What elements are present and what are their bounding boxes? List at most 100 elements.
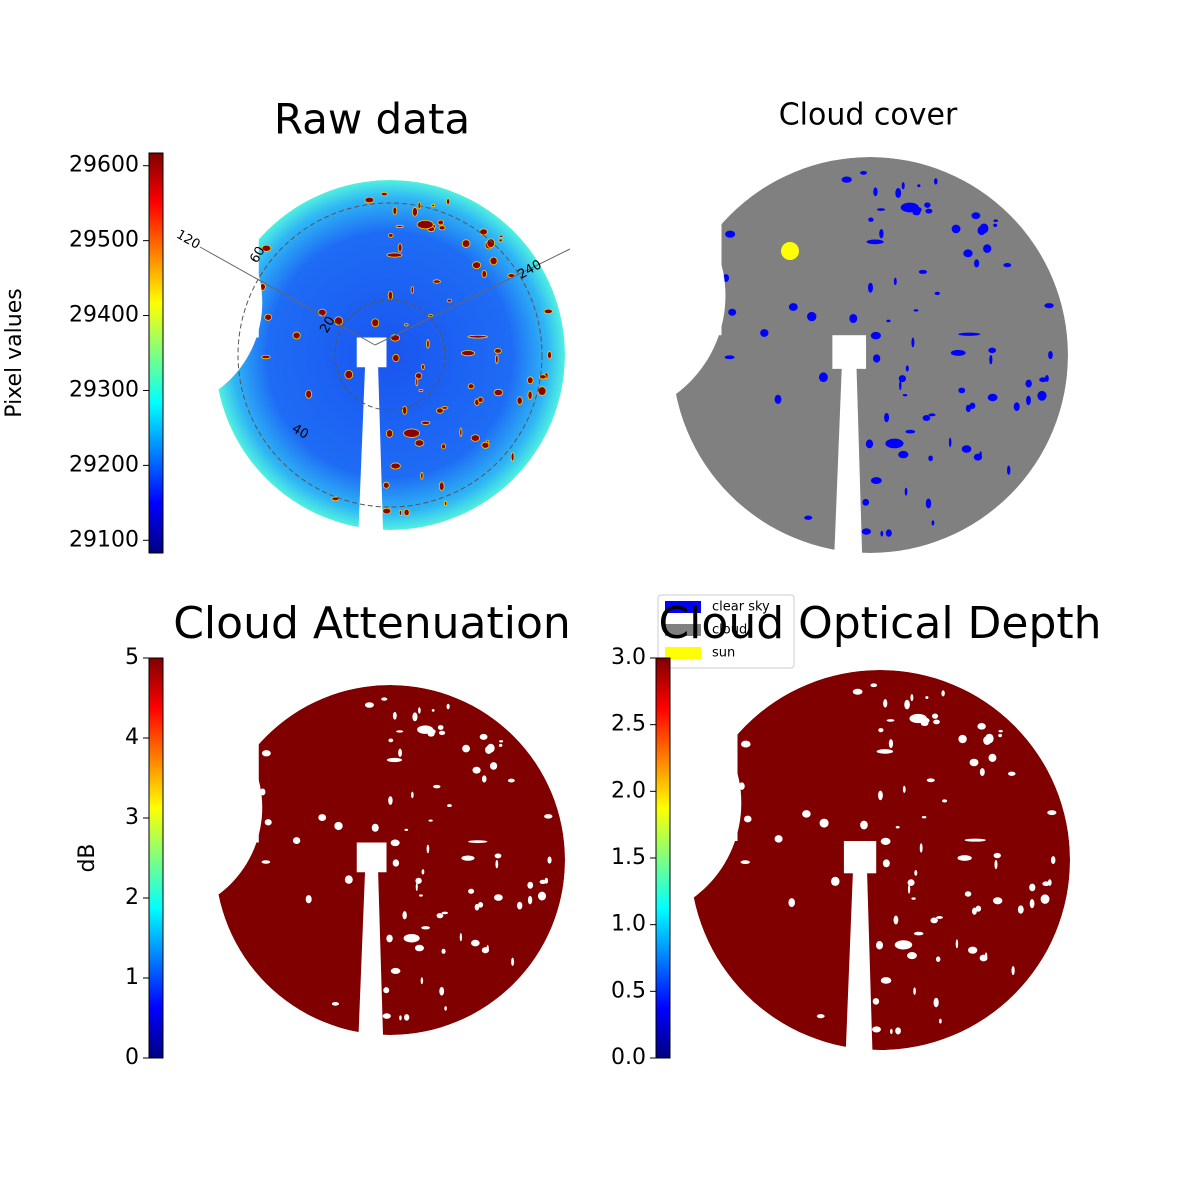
sky-patch <box>818 372 828 383</box>
legend: clear sky cloud sun <box>657 594 795 669</box>
colorbar-tick-label: 0.0 <box>611 1045 646 1070</box>
sky-patch <box>971 212 981 220</box>
colorbar-tick-label: 0.5 <box>611 978 646 1003</box>
sky-patch <box>878 728 884 733</box>
sky-patch <box>852 688 863 695</box>
sky-patch <box>511 957 515 967</box>
sky-patch <box>936 916 943 919</box>
sky-patch <box>426 844 430 854</box>
sky-patch <box>919 843 923 853</box>
azimuth-line <box>199 246 376 346</box>
sky-patch <box>979 768 985 776</box>
sky-patch <box>420 471 424 480</box>
sky-patch <box>979 223 989 234</box>
sky-patch <box>870 477 882 484</box>
sky-patch <box>467 334 488 339</box>
sky-patch <box>922 414 931 421</box>
sky-patch <box>537 891 547 901</box>
colorbar-tick-label: 29200 <box>69 452 139 477</box>
sky-patch <box>386 934 393 943</box>
sky-patch <box>486 238 496 249</box>
colorbar-label: Pixel values <box>2 288 27 417</box>
sky-patch <box>344 370 354 380</box>
sky-patch <box>893 915 899 925</box>
sky-patch <box>382 1013 391 1019</box>
sky-patch <box>738 782 745 790</box>
sun-marker <box>781 242 799 260</box>
sky-patch <box>392 206 398 216</box>
sky-patch <box>421 869 425 875</box>
sky-patch <box>441 443 447 450</box>
sky-patch <box>395 224 404 229</box>
sky-patch <box>913 309 919 312</box>
mast-shadow <box>358 860 383 1035</box>
colorbar-tick-label: 29300 <box>69 377 139 402</box>
sky-patch <box>924 202 931 208</box>
sky-patch <box>398 748 402 757</box>
sky-patch <box>867 282 873 293</box>
sky-patch <box>371 318 380 328</box>
sky-patch <box>988 753 997 762</box>
sky-patch <box>443 500 448 507</box>
sky-patch <box>414 944 424 952</box>
sky-patch <box>527 881 534 889</box>
sky-patch <box>989 354 993 365</box>
sky-patch <box>1042 881 1050 887</box>
mast-shadow <box>358 355 383 530</box>
sky-patch <box>979 954 988 962</box>
sky-patch <box>913 931 924 936</box>
sky-patch <box>436 913 444 919</box>
sky-patch <box>418 389 424 393</box>
colorbar-tick-label: 3.0 <box>611 645 646 670</box>
sky-patch <box>428 819 433 822</box>
sky-patch <box>459 427 463 437</box>
sky-patch <box>740 740 751 748</box>
sky-patch <box>948 437 952 448</box>
sky-patch <box>468 888 475 894</box>
sky-patch <box>498 743 503 747</box>
sky-patch <box>246 276 253 286</box>
legend-label: cloud <box>712 623 747 638</box>
panel: Cloud Attenuation 0 1 2 3 4 5 dB <box>75 598 571 1070</box>
sky-patch <box>439 986 445 996</box>
sky-patch <box>890 1028 893 1035</box>
sky-patch <box>862 498 870 506</box>
sky-patch <box>988 347 997 354</box>
sky-patch <box>547 351 552 360</box>
sky-patch <box>872 998 880 1005</box>
polar-ring <box>237 202 543 508</box>
sky-patch <box>459 933 462 942</box>
sky-patch <box>902 785 906 793</box>
sky-patch <box>913 987 916 995</box>
sky-patch <box>477 396 484 404</box>
panel-title: Cloud Attenuation <box>173 598 571 649</box>
sky-patch <box>438 730 446 735</box>
sky-patch <box>433 784 441 789</box>
sky-patch <box>381 697 388 701</box>
sky-patch <box>415 877 422 884</box>
colorbar-tick-label: 29100 <box>69 527 139 552</box>
sky-patch <box>411 207 418 217</box>
sky-patch <box>926 778 935 783</box>
sky-patch <box>481 441 490 449</box>
sky-patch <box>998 729 1003 733</box>
sky-patch <box>467 383 475 390</box>
sky-patch <box>957 855 972 861</box>
sky-patch <box>499 740 504 743</box>
panel-title: Raw data <box>274 95 470 144</box>
sky-background <box>690 670 1070 1050</box>
sky-patch <box>760 329 769 337</box>
sky-patch <box>961 445 972 453</box>
sky-patch <box>436 407 444 414</box>
sky-patch <box>539 374 547 380</box>
sky-patch <box>865 439 874 449</box>
colorbar-tick-label: 1.5 <box>611 845 646 870</box>
sky-patch <box>918 269 928 274</box>
sky-patch <box>261 750 271 757</box>
sky-patch <box>935 956 941 962</box>
sky-patch <box>880 977 892 984</box>
sky-patch <box>403 428 421 438</box>
sky-patch <box>431 709 435 712</box>
colorbar-tick-label: 0 <box>125 1045 139 1070</box>
